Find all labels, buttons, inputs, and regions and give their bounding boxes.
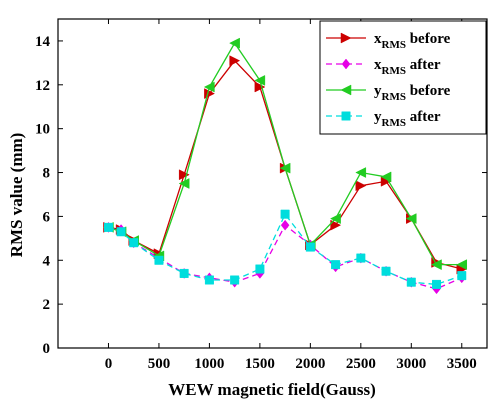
y-tick-label: 2 xyxy=(43,297,51,313)
y-tick-label: 14 xyxy=(35,34,51,50)
plot-frame xyxy=(57,18,488,349)
x-tick-label: 2000 xyxy=(295,356,325,372)
x-tick-label: 1000 xyxy=(194,356,224,372)
data-point-marker xyxy=(254,81,266,93)
legend-label: xRMS before xyxy=(374,31,451,51)
data-point-marker xyxy=(255,264,265,274)
legend: xRMS before xRMS after yRMS before yRMS aft… xyxy=(319,20,487,135)
data-point-marker xyxy=(340,84,352,96)
data-point-marker xyxy=(331,260,341,270)
data-point-marker xyxy=(229,37,240,49)
legend-entry: yRMS after xyxy=(326,109,441,129)
legend-label: xRMS after xyxy=(374,57,441,77)
data-point-marker xyxy=(230,275,240,285)
data-point-marker xyxy=(405,213,417,224)
legend-label: yRMS before xyxy=(374,83,451,103)
y-tick-label: 10 xyxy=(35,122,50,138)
series-line xyxy=(108,212,462,286)
series-y-rms-after xyxy=(103,209,467,289)
data-point-marker xyxy=(341,111,351,121)
data-point-marker xyxy=(456,259,468,271)
legend-label: yRMS after xyxy=(374,109,441,129)
series-line xyxy=(108,224,463,290)
data-point-marker xyxy=(103,222,113,232)
series-line xyxy=(108,41,462,266)
y-tick-label: 6 xyxy=(43,209,51,225)
y-tick-label: 12 xyxy=(35,78,50,94)
y-tick-label: 8 xyxy=(43,166,51,182)
data-point-marker xyxy=(280,209,290,219)
data-point-marker xyxy=(178,178,190,189)
y-tick-label: 4 xyxy=(43,253,51,269)
y-axis-label: RMS value (mm) xyxy=(7,133,26,258)
data-point-marker xyxy=(432,279,442,289)
data-point-marker xyxy=(154,255,164,265)
data-point-marker xyxy=(381,266,391,276)
legend-entry: xRMS before xyxy=(326,31,451,51)
x-axis-label: WEW magnetic field(Gauss) xyxy=(168,380,375,399)
data-point-marker xyxy=(178,169,190,181)
data-point-marker xyxy=(457,271,467,281)
data-point-marker xyxy=(203,81,215,93)
x-tick-label: 3000 xyxy=(396,356,426,372)
data-point-marker xyxy=(355,167,367,178)
data-point-marker xyxy=(279,162,291,174)
x-tick-label: 2500 xyxy=(346,356,376,372)
data-point-marker xyxy=(340,32,352,44)
x-tick-label: 1500 xyxy=(245,356,275,372)
x-tick-label: 3500 xyxy=(447,356,477,372)
data-point-marker xyxy=(355,180,367,192)
data-point-marker xyxy=(341,58,351,70)
data-point-marker xyxy=(179,268,189,278)
x-tick-label: 0 xyxy=(105,356,113,372)
data-point-marker xyxy=(330,219,342,231)
x-tick-label: 500 xyxy=(148,356,171,372)
data-point-marker xyxy=(204,275,214,285)
data-point-marker xyxy=(305,242,315,252)
series-line xyxy=(108,59,462,270)
data-point-marker xyxy=(380,171,392,183)
data-point-marker xyxy=(129,238,139,248)
legend-entry: yRMS before xyxy=(326,83,451,103)
data-point-marker xyxy=(430,259,442,271)
data-point-marker xyxy=(280,219,290,231)
data-point-marker xyxy=(356,253,366,263)
series-group xyxy=(102,37,468,295)
data-point-marker xyxy=(116,227,126,237)
data-point-marker xyxy=(254,75,266,86)
y-tick-label: 0 xyxy=(43,341,51,357)
data-point-marker xyxy=(330,213,341,224)
axes: 0 500 1000 1500 2000 2500 3000 3500 0 2 4 6 8 10 12 14 xyxy=(35,18,488,372)
data-point-marker xyxy=(229,55,241,67)
legend-entry: xRMS after xyxy=(326,57,441,77)
data-point-marker xyxy=(406,277,416,287)
